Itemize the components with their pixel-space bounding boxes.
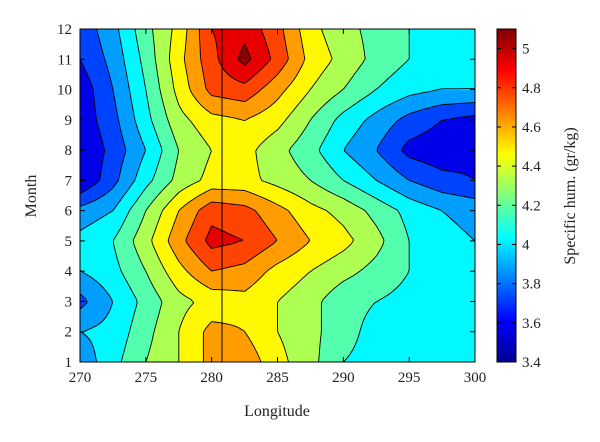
contour-line-7 [151, 29, 354, 362]
colorbar-gradient [496, 28, 517, 363]
x-tick-label: 280 [200, 370, 223, 386]
y-tick-label: 8 [65, 143, 73, 159]
colorbar-tick-label: 4.2 [522, 198, 541, 214]
x-axis: 270 275 280 285 290 295 300 [69, 29, 487, 386]
contour-line-10 [205, 29, 272, 249]
y-tick-label: 12 [57, 22, 72, 38]
y-tick-label: 7 [65, 173, 73, 189]
colorbar-tick-label: 4.6 [522, 120, 541, 136]
contour-line-3 [80, 29, 475, 310]
colorbar-tick-label: 4 [522, 237, 530, 253]
y-axis-title: Month [23, 175, 40, 218]
contour-line-6 [132, 29, 385, 362]
y-tick-label: 3 [65, 294, 73, 310]
y-tick-label: 1 [65, 355, 73, 371]
contour-line-4 [80, 29, 475, 362]
x-tick-label: 275 [135, 370, 158, 386]
colorbar: 3.4 3.6 3.8 4 4.2 4.4 4.6 4.8 5 [496, 28, 541, 371]
y-tick-label: 6 [65, 204, 73, 220]
colorbar-tick-label: 3.4 [522, 355, 541, 371]
y-tick-label: 5 [65, 234, 73, 250]
x-tick-label: 290 [332, 370, 355, 386]
plot-area [80, 29, 475, 362]
x-tick-label: 270 [69, 370, 92, 386]
colorbar-tick-label: 4.4 [522, 159, 541, 175]
colorbar-label: Specific hum. (gr/kg) [562, 127, 579, 264]
x-axis-title: Longitude [244, 403, 310, 420]
y-tick-label: 2 [65, 325, 73, 341]
contour-line-2 [80, 58, 475, 194]
y-tick-label: 11 [58, 52, 72, 68]
x-tick-label: 285 [266, 370, 289, 386]
y-tick-label: 9 [65, 113, 73, 129]
colorbar-ticks: 3.4 3.6 3.8 4 4.2 4.4 4.6 4.8 5 [497, 42, 541, 371]
colorbar-tick-label: 5 [522, 42, 530, 58]
contour-lines [80, 29, 475, 362]
contour-line-11 [237, 43, 252, 66]
contour-line-8 [167, 29, 311, 362]
x-tick-label: 295 [398, 370, 421, 386]
y-tick-label: 10 [57, 83, 72, 99]
contour-line-9 [185, 29, 289, 272]
y-tick-label: 4 [65, 264, 73, 280]
contour-line-5 [113, 29, 410, 362]
colorbar-tick-label: 4.8 [522, 81, 541, 97]
colorbar-tick-label: 3.8 [522, 277, 541, 293]
colorbar-tick-label: 3.6 [522, 316, 541, 332]
x-tick-label: 300 [464, 370, 487, 386]
